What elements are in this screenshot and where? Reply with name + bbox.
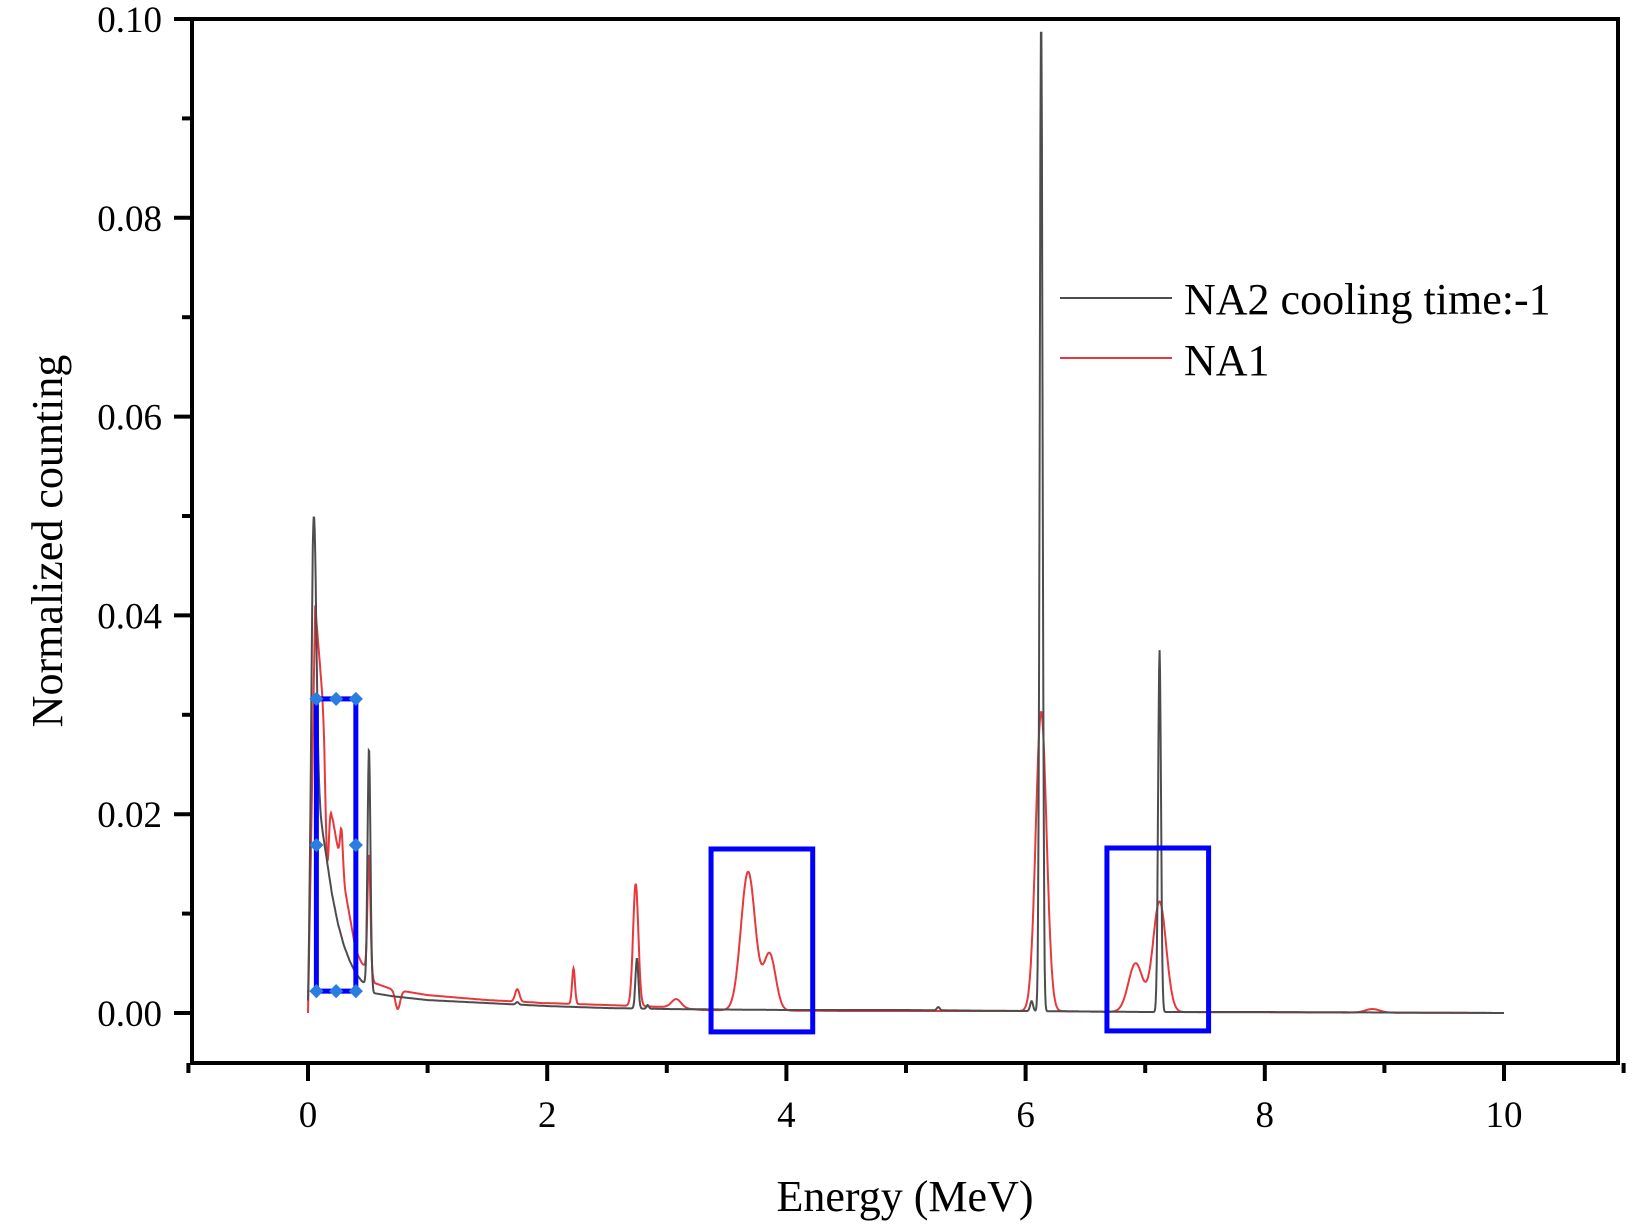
y-tick-label: 0.02: [97, 795, 162, 836]
x-ticks: 0 2 4 6 8 10: [186, 1063, 1626, 1136]
resize-handle[interactable]: [329, 691, 344, 706]
legend-label-na2: NA2 cooling time:-1: [1184, 275, 1551, 324]
x-tick-label: 2: [538, 1095, 557, 1136]
legend-label-na1: NA1: [1184, 336, 1270, 385]
x-axis-title: Energy (MeV): [777, 1172, 1034, 1221]
resize-handle[interactable]: [348, 691, 363, 706]
highlight-box: [708, 846, 816, 1035]
resize-handle[interactable]: [309, 691, 324, 706]
y-axis-title: Normalized counting: [23, 355, 72, 728]
series-layer: [307, 31, 1504, 1014]
x-tick-label: 8: [1256, 1095, 1275, 1136]
resize-handle[interactable]: [309, 984, 324, 999]
y-tick-label: 0.10: [97, 0, 162, 41]
y-ticks: 0.00 0.02 0.04 0.06 0.08 0.10: [97, 0, 192, 1035]
x-tick-label: 6: [1016, 1095, 1035, 1136]
legend: NA2 cooling time:-1 NA1: [1060, 275, 1551, 385]
resize-handle[interactable]: [348, 837, 363, 853]
y-tick-label: 0.08: [97, 199, 162, 240]
annotation-layer: [309, 691, 1212, 1035]
y-tick-label: 0.04: [97, 596, 162, 637]
resize-handle[interactable]: [329, 984, 344, 999]
resize-handle[interactable]: [309, 837, 324, 853]
x-tick-label: 4: [777, 1095, 796, 1136]
highlight-box: [1104, 845, 1212, 1034]
y-tick-label: 0.06: [97, 398, 162, 439]
x-tick-label: 0: [299, 1095, 318, 1136]
x-tick-label: 10: [1486, 1095, 1523, 1136]
series-line-na2: [307, 31, 1504, 1014]
y-tick-label: 0.00: [97, 994, 162, 1035]
resize-handle[interactable]: [348, 984, 363, 999]
